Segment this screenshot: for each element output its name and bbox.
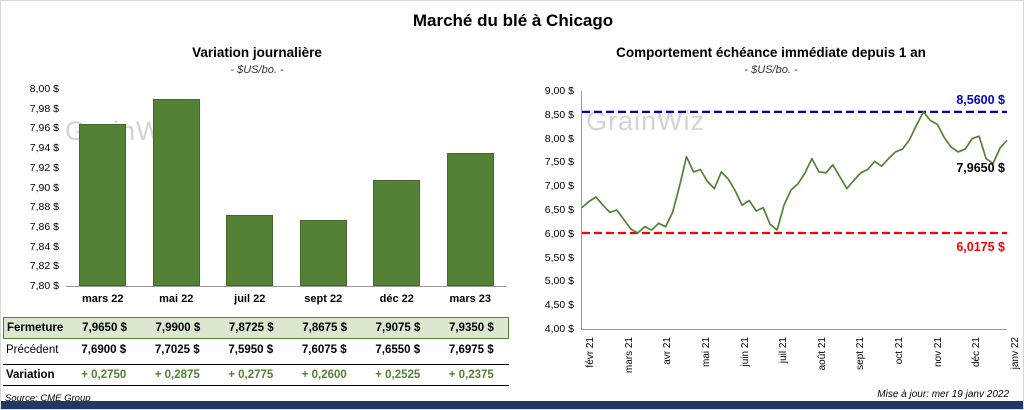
bar-ytick: 7,84 $	[29, 240, 59, 253]
line-ytick: 5,50 $	[544, 251, 574, 264]
line-xlabel: mars 21	[623, 337, 635, 374]
bar-xlabel: juil 22	[234, 293, 266, 305]
line-ytick: 9,00 $	[544, 85, 574, 97]
bar-sept-22	[299, 219, 347, 286]
table-row-label: Variation	[6, 369, 55, 381]
update-note: Mise à jour: mer 19 janv 2022	[877, 389, 1009, 400]
line-ytick: 5,00 $	[544, 275, 574, 288]
bar-ytick: 7,88 $	[29, 201, 59, 214]
table-cell: 7,5950 $	[228, 344, 274, 356]
low-value-label: 6,0175 $	[956, 240, 1005, 254]
table-cell: 7,6550 $	[375, 344, 421, 356]
table-row-1: Précédent 7,6900 $ 7,7025 $ 7,5950 $ 7,6075 …	[3, 339, 509, 361]
table-row-0: Fermeture 7,9650 $ 7,9900 $ 7,8725 $ 7,8675 …	[3, 317, 509, 339]
line-ytick: 8,00 $	[544, 132, 574, 145]
bar-mars-23	[446, 153, 494, 286]
bar-juil-22	[226, 214, 273, 286]
line-xlabel: juil 21	[778, 337, 790, 364]
table-cell: 7,6075 $	[301, 344, 347, 356]
line-xlabel: mai 21	[700, 337, 712, 368]
line-chart-plot	[581, 91, 1008, 330]
bar-xlabel: déc 22	[379, 293, 414, 305]
line-xlabel: nov 21	[932, 337, 944, 368]
table-row-label: Fermeture	[7, 322, 64, 334]
line-xlabel: juin 21	[739, 337, 751, 367]
table-cell: 7,9900 $	[155, 322, 201, 334]
line-ytick: 6,00 $	[544, 227, 574, 240]
bar-ytick: 7,90 $	[29, 181, 59, 194]
line-chart-svg	[581, 110, 1008, 235]
line-chart-xlabels: févr 21 mars 21 avr 21 mai 21 juin 21 juil 21…	[581, 333, 1021, 385]
line-ytick: 4,50 $	[544, 299, 574, 312]
table-cell: 7,8675 $	[302, 322, 348, 334]
source-note: Source: CME Group	[5, 393, 91, 404]
bar-chart-xlabels: mars 22 mai 22 juil 22 sept 22 déc 22 mars 23	[66, 293, 507, 305]
bar-chart-yaxis: 8,00 $ 7,98 $ 7,96 $ 7,94 $ 7,92 $ 7,90 $ 7,88…	[7, 83, 59, 292]
line-ytick: 6,50 $	[544, 204, 574, 216]
line-xlabel: oct 21	[894, 337, 906, 365]
bar-ytick: 7,80 $	[29, 280, 59, 292]
bottom-bar	[1, 401, 1023, 409]
line-chart-yaxis: 9,00 $ 8,50 $ 8,00 $ 7,50 $ 7,00 $ 6,50 $ 6,00…	[534, 85, 574, 335]
line-chart-subtitle: - $US/bo. -	[744, 64, 798, 76]
line-xlabel: sept 21	[855, 337, 867, 370]
bar-ytick: 7,94 $	[29, 142, 59, 155]
table-cell: 7,9350 $	[448, 322, 494, 334]
table-row-2: Variation + 0,2750 + 0,2875 + 0,2775 + 0,260…	[3, 364, 509, 386]
table-cell: + 0,2875	[154, 369, 200, 381]
table-cell: + 0,2375	[448, 369, 494, 381]
bar-ytick: 7,86 $	[29, 220, 59, 233]
bar-ytick: 7,98 $	[29, 102, 59, 115]
table-cell: + 0,2775	[228, 369, 274, 381]
bar-mars-22	[79, 123, 126, 286]
table-cell: 7,9650 $	[82, 322, 127, 334]
page-title: Marché du blé à Chicago	[412, 11, 614, 30]
table-cell: + 0,2525	[375, 369, 421, 381]
table-cell: 7,6900 $	[81, 344, 127, 356]
line-chart-title: Comportement échéance immédiate depuis 1…	[616, 45, 926, 60]
line-ytick: 8,50 $	[544, 108, 574, 121]
table-cell: 7,8725 $	[228, 322, 274, 334]
bar-xlabel: mars 22	[81, 293, 124, 305]
line-xlabel: janv 22	[1010, 337, 1021, 370]
line-ytick: 4,00 $	[544, 323, 574, 335]
line-ytick: 7,00 $	[544, 180, 574, 193]
bar-ytick: 7,82 $	[29, 260, 59, 273]
bar-ytick: 7,96 $	[29, 122, 59, 135]
line-xlabel: avr 21	[662, 337, 674, 365]
last-value-label: 7,9650 $	[956, 161, 1005, 175]
table-row-label: Précédent	[6, 344, 59, 356]
bar-ytick: 7,92 $	[29, 161, 59, 174]
table-cell: 7,6975 $	[448, 344, 494, 356]
bar-chart-title: Variation journalière	[192, 45, 322, 60]
bar-ytick: 8,00 $	[29, 83, 59, 95]
table-cell: + 0,2750	[81, 369, 127, 381]
bar-mai-22	[152, 98, 200, 286]
bar-déc-22	[373, 180, 420, 286]
line-ytick: 7,50 $	[544, 156, 574, 169]
line-xlabel: déc 21	[971, 337, 983, 368]
table-cell: 7,7025 $	[154, 344, 200, 356]
table-cell: 7,9075 $	[375, 322, 421, 334]
summary-table: Fermeture 7,9650 $ 7,9900 $ 7,8725 $ 7,8675 …	[3, 317, 509, 386]
table-cell: + 0,2600	[301, 369, 347, 381]
bar-xlabel: mars 23	[449, 293, 492, 305]
price-line	[581, 111, 1008, 234]
bar-chart-subtitle: - $US/bo. -	[230, 64, 284, 76]
high-value-label: 8,5600 $	[956, 93, 1005, 107]
bar-chart-plot	[66, 89, 507, 287]
line-xlabel: août 21	[816, 337, 828, 371]
bar-xlabel: sept 22	[304, 293, 343, 305]
bar-xlabel: mai 22	[159, 293, 194, 305]
line-xlabel: févr 21	[585, 337, 596, 368]
